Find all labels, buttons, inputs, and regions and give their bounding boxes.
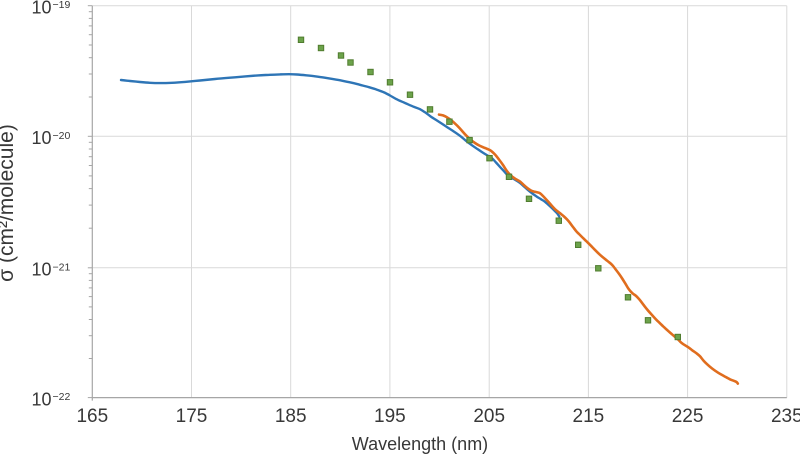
svg-text:10: 10 [31, 0, 51, 18]
svg-text:175: 175 [176, 406, 208, 427]
svg-text:Wavelength (nm): Wavelength (nm) [352, 434, 488, 454]
svg-text:10: 10 [31, 128, 51, 148]
svg-text:165: 165 [76, 406, 108, 427]
svg-text:215: 215 [573, 406, 605, 427]
svg-text:195: 195 [374, 406, 406, 427]
svg-text:σ (cm²/molecule): σ (cm²/molecule) [0, 124, 18, 282]
svg-text:205: 205 [473, 406, 505, 427]
svg-text:−22: −22 [53, 391, 71, 403]
svg-text:−20: −20 [53, 130, 71, 142]
svg-text:10: 10 [31, 390, 51, 410]
svg-text:−19: −19 [53, 0, 71, 11]
svg-text:−21: −21 [53, 261, 71, 273]
svg-text:10: 10 [31, 260, 51, 280]
svg-text:225: 225 [672, 406, 704, 427]
svg-text:235: 235 [771, 406, 800, 427]
svg-text:185: 185 [275, 406, 307, 427]
